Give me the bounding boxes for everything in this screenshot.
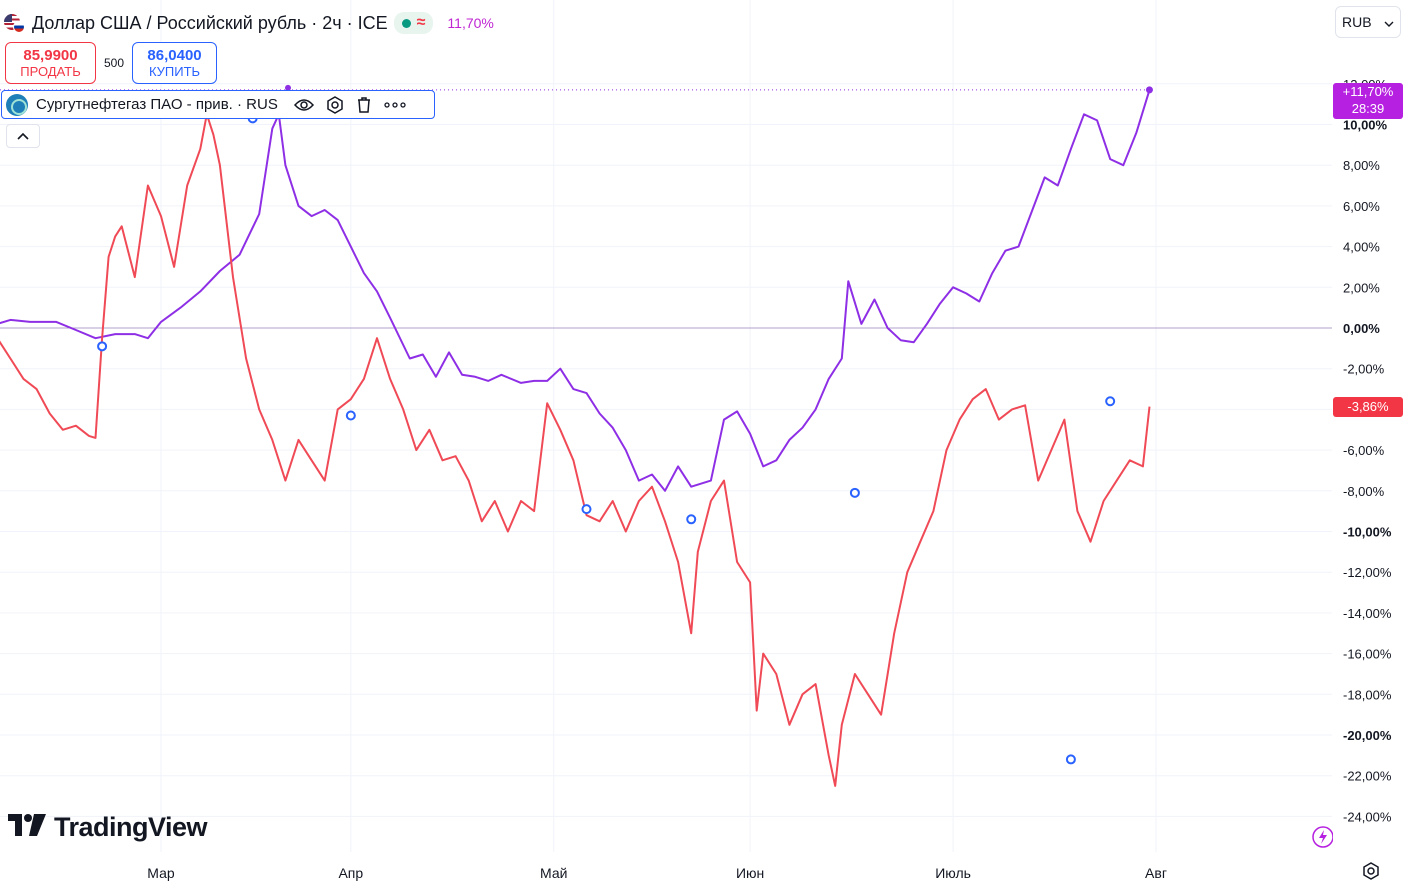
y-tick-label: -6,00% bbox=[1343, 443, 1385, 458]
dividend-marker[interactable] bbox=[345, 410, 356, 421]
compare-symbol-legend[interactable]: Сургутнефтегаз ПАО - прив. · RUS bbox=[1, 90, 435, 119]
y-tick-label: 6,00% bbox=[1343, 199, 1380, 214]
dividend-marker[interactable] bbox=[581, 504, 592, 515]
market-status-badge[interactable]: ≈ bbox=[393, 12, 434, 34]
main-last-point bbox=[1145, 86, 1153, 94]
y-axis: 12,00%10,00%8,00%6,00%4,00%2,00%0,00%-2,… bbox=[1343, 77, 1392, 825]
collapse-legend-button[interactable] bbox=[6, 124, 40, 148]
trade-panel: 85,9900 ПРОДАТЬ 500 86,0400 КУПИТЬ bbox=[5, 42, 218, 84]
dividend-marker[interactable] bbox=[849, 487, 860, 498]
spread-value: 500 bbox=[104, 56, 125, 70]
y-tick-label: -8,00% bbox=[1343, 484, 1385, 499]
x-tick-label: Авг bbox=[1145, 865, 1167, 881]
y-tick-label: -10,00% bbox=[1343, 525, 1392, 540]
main-last-value: +11,70% bbox=[1342, 84, 1394, 99]
trash-icon[interactable] bbox=[356, 96, 372, 114]
x-tick-label: Май bbox=[540, 865, 567, 881]
y-tick-label: -20,00% bbox=[1343, 728, 1392, 743]
x-axis: Мар Апр Май Июн Июль Авг bbox=[147, 865, 1167, 881]
y-tick-label: -24,00% bbox=[1343, 809, 1392, 824]
surgut-series-line[interactable] bbox=[0, 113, 1151, 787]
series-layer bbox=[0, 89, 1151, 787]
lightning-icon bbox=[1311, 826, 1334, 853]
buy-label: КУПИТЬ bbox=[148, 64, 201, 79]
chevron-down-icon bbox=[1384, 14, 1394, 30]
eye-icon[interactable] bbox=[293, 98, 314, 112]
y-tick-label: 10,00% bbox=[1343, 118, 1388, 133]
y-tick-label: -18,00% bbox=[1343, 687, 1392, 702]
symbol-title[interactable]: Доллар США / Российский рубль · 2ч · ICE bbox=[32, 12, 388, 33]
dividend-marker[interactable] bbox=[97, 341, 108, 352]
y-tick-label: 4,00% bbox=[1343, 240, 1380, 255]
currency-value: RUB bbox=[1342, 14, 1372, 30]
data-approx-icon: ≈ bbox=[416, 14, 426, 31]
x-tick-label: Апр bbox=[338, 865, 363, 881]
brand-name: TradingView bbox=[54, 812, 208, 842]
y-tick-label: -12,00% bbox=[1343, 565, 1392, 580]
grid-lines bbox=[0, 0, 1332, 852]
chart-settings-button[interactable] bbox=[1361, 861, 1381, 881]
sell-button[interactable]: 85,9900 ПРОДАТЬ bbox=[5, 42, 96, 84]
compare-last-value-badge: -3,86% bbox=[1333, 397, 1403, 417]
lightning-button[interactable] bbox=[1311, 825, 1334, 854]
currency-select[interactable]: RUB bbox=[1335, 6, 1401, 38]
sell-price: 85,9900 bbox=[23, 47, 78, 64]
x-tick-label: Июн bbox=[736, 865, 764, 881]
tradingview-mark-icon bbox=[8, 812, 46, 843]
y-tick-label: 2,00% bbox=[1343, 280, 1380, 295]
settings-icon[interactable] bbox=[326, 95, 344, 114]
y-tick-label: -16,00% bbox=[1343, 647, 1392, 662]
x-tick-label: Июль bbox=[935, 865, 971, 881]
dividend-marker[interactable] bbox=[1105, 396, 1116, 407]
y-tick-label: 8,00% bbox=[1343, 158, 1380, 173]
compare-last-value: -3,86% bbox=[1347, 399, 1389, 414]
change-percent: 11,70% bbox=[447, 15, 494, 31]
y-tick-label: -14,00% bbox=[1343, 606, 1392, 621]
dividend-marker[interactable] bbox=[686, 514, 697, 525]
compare-symbol-label: Сургутнефтегаз ПАО - прив. · RUS bbox=[36, 96, 278, 113]
usd-rub-flag-icon bbox=[4, 12, 26, 34]
usdrub-series-line[interactable] bbox=[0, 89, 1151, 492]
y-tick-label: -2,00% bbox=[1343, 362, 1385, 377]
chevron-up-icon bbox=[17, 127, 29, 145]
y-tick-label: -22,00% bbox=[1343, 769, 1392, 784]
market-open-icon bbox=[401, 18, 411, 28]
more-options-icon[interactable] bbox=[384, 101, 406, 108]
surgut-logo-icon bbox=[6, 93, 28, 116]
dotted-line-origin bbox=[285, 84, 291, 91]
dividend-marker[interactable] bbox=[1065, 754, 1076, 765]
y-tick-label: 0,00% bbox=[1343, 321, 1380, 336]
buy-price: 86,0400 bbox=[147, 47, 202, 64]
main-last-value-badge: +11,70% 28:39 bbox=[1333, 83, 1403, 119]
tradingview-logo[interactable]: TradingView bbox=[8, 812, 208, 843]
sell-label: ПРОДАТЬ bbox=[20, 64, 81, 79]
buy-button[interactable]: 86,0400 КУПИТЬ bbox=[132, 42, 218, 84]
symbol-header: Доллар США / Российский рубль · 2ч · ICE… bbox=[4, 10, 494, 36]
main-bar-timer: 28:39 bbox=[1351, 101, 1385, 116]
gear-icon bbox=[1361, 862, 1381, 881]
marker-layer bbox=[97, 84, 1153, 765]
x-tick-label: Мар bbox=[147, 865, 175, 881]
